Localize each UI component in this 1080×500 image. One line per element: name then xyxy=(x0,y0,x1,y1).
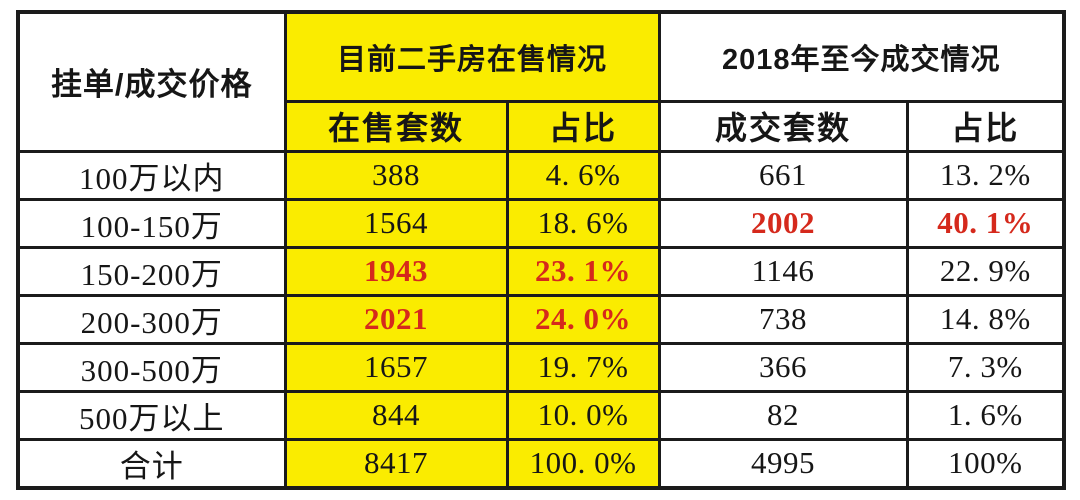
sold-units-cell: 1146 xyxy=(657,245,909,297)
listed-units-cell: 388 xyxy=(283,149,509,201)
price-range-cell: 300-500万 xyxy=(16,341,287,393)
sold-units-cell: 82 xyxy=(657,389,909,441)
listed-share-cell: 10. 0% xyxy=(505,389,661,441)
sold-share-cell: 7. 3% xyxy=(905,341,1066,393)
price-range-header-cell: 挂单/成交价格 xyxy=(16,10,287,153)
price-range-cell: 150-200万 xyxy=(16,245,287,297)
resale-stats-table: 挂单/成交价格 目前二手房在售情况 2018年至今成交情况 在售套数 占比 成交… xyxy=(16,10,1067,490)
listed-units-cell: 1657 xyxy=(283,341,509,393)
group-header-row: 挂单/成交价格 目前二手房在售情况 2018年至今成交情况 xyxy=(16,10,1066,153)
sold-share-cell: 1. 6% xyxy=(905,389,1066,441)
listed-units-cell: 8417 xyxy=(283,437,509,489)
sub-header-row: 在售套数 占比 成交套数 占比 xyxy=(18,99,1066,153)
table-row: 100万以内 388 4. 6% 661 13. 2% xyxy=(16,149,1066,201)
table-row-total: 合计 8417 100. 0% 4995 100% xyxy=(16,437,1066,489)
listed-share-cell: 100. 0% xyxy=(505,437,661,489)
sold-share-cell: 100% xyxy=(905,437,1066,489)
listed-share-cell: 24. 0% xyxy=(505,293,661,345)
sold-share-cell: 22. 9% xyxy=(905,245,1066,297)
listed-units-cell: 2021 xyxy=(283,293,509,345)
sold-units-cell: 738 xyxy=(657,293,909,345)
sold-units-cell: 2002 xyxy=(657,197,909,249)
price-range-cell: 100-150万 xyxy=(16,197,287,249)
sold-share-header: 占比 xyxy=(905,99,1066,153)
listed-units-cell: 1943 xyxy=(283,245,509,297)
price-range-cell: 500万以上 xyxy=(16,389,287,441)
sold-group-header: 2018年至今成交情况 xyxy=(657,10,1066,103)
sold-units-cell: 4995 xyxy=(657,437,909,489)
sold-share-cell: 14. 8% xyxy=(905,293,1066,345)
sold-units-header: 成交套数 xyxy=(657,99,909,153)
sold-share-cell: 40. 1% xyxy=(905,197,1066,249)
sold-share-cell: 13. 2% xyxy=(905,149,1066,201)
sold-units-cell: 366 xyxy=(657,341,909,393)
listed-group-header: 目前二手房在售情况 xyxy=(283,10,661,103)
table-row: 300-500万 1657 19. 7% 366 7. 3% xyxy=(16,341,1066,393)
price-range-cell: 合计 xyxy=(16,437,287,489)
price-range-cell: 200-300万 xyxy=(16,293,287,345)
sold-units-cell: 661 xyxy=(657,149,909,201)
listed-units-cell: 1564 xyxy=(283,197,509,249)
listed-share-cell: 4. 6% xyxy=(505,149,661,201)
table-row: 150-200万 1943 23. 1% 1146 22. 9% xyxy=(16,245,1066,297)
listed-units-cell: 844 xyxy=(283,389,509,441)
price-range-cell: 100万以内 xyxy=(16,149,287,201)
listed-share-cell: 19. 7% xyxy=(505,341,661,393)
listed-units-header: 在售套数 xyxy=(283,99,509,153)
listed-share-cell: 18. 6% xyxy=(505,197,661,249)
table-row: 500万以上 844 10. 0% 82 1. 6% xyxy=(16,389,1066,441)
listed-share-cell: 23. 1% xyxy=(505,245,661,297)
resale-stats-table-wrap: 挂单/成交价格 目前二手房在售情况 2018年至今成交情况 在售套数 占比 成交… xyxy=(16,10,1067,490)
table-row: 200-300万 2021 24. 0% 738 14. 8% xyxy=(16,293,1066,345)
listed-share-header: 占比 xyxy=(505,99,661,153)
table-row: 100-150万 1564 18. 6% 2002 40. 1% xyxy=(16,197,1066,249)
